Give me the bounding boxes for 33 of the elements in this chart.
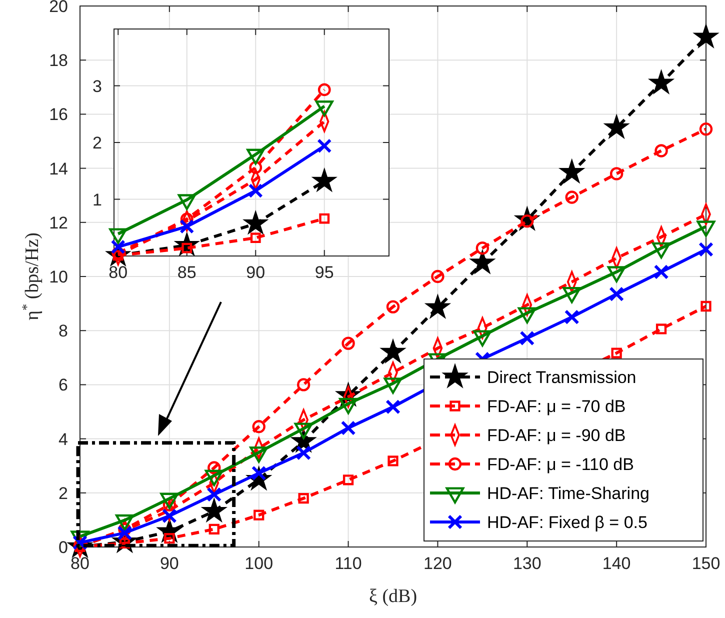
x-tick-label: 95: [314, 263, 334, 282]
legend-label: HD-AF: Fixed β = 0.5: [487, 513, 648, 532]
y-tick-label: 2: [92, 134, 102, 152]
x-tick-label: 140: [602, 554, 631, 573]
x-tick-label: 80: [70, 554, 90, 573]
legend-label: HD-AF: Time-Sharing: [487, 484, 650, 503]
y-tick-label: 4: [58, 430, 68, 449]
y-tick-label: 8: [58, 322, 68, 341]
y-tick-label: 0: [58, 538, 68, 557]
y-tick-label: 16: [49, 105, 68, 124]
y-tick-label: 6: [58, 376, 68, 395]
x-tick-label: 85: [177, 263, 196, 282]
x-tick-label: 110: [334, 554, 362, 573]
y-tick-label: 10: [49, 268, 68, 286]
x-tick-label: 150: [692, 554, 720, 573]
legend-label: FD-AF: μ = -90 dB: [487, 426, 626, 445]
x-axis-title: ξ (dB): [368, 586, 418, 607]
legend-label: FD-AF: μ = -110 dB: [487, 455, 634, 474]
y-tick-label: 12: [49, 213, 68, 232]
legend-label: Direct Transmission: [487, 368, 636, 387]
x-tick-label: 80: [108, 263, 128, 282]
x-tick-label: 90: [246, 263, 266, 282]
legend-label: FD-AF: μ = -70 dB: [487, 397, 626, 416]
x-tick-label: 100: [244, 554, 274, 573]
x-tick-label: 90: [160, 554, 179, 573]
x-tick-label: 130: [512, 554, 542, 573]
y-tick-label: 20: [49, 0, 68, 16]
x-tick-label: 120: [424, 554, 452, 573]
y-tick-label: 18: [49, 51, 68, 70]
y-tick-label: 14: [49, 159, 68, 178]
y-tick-label: 3: [92, 76, 102, 96]
y-tick-label: 1: [92, 190, 102, 210]
y-tick-label: 2: [58, 484, 68, 503]
